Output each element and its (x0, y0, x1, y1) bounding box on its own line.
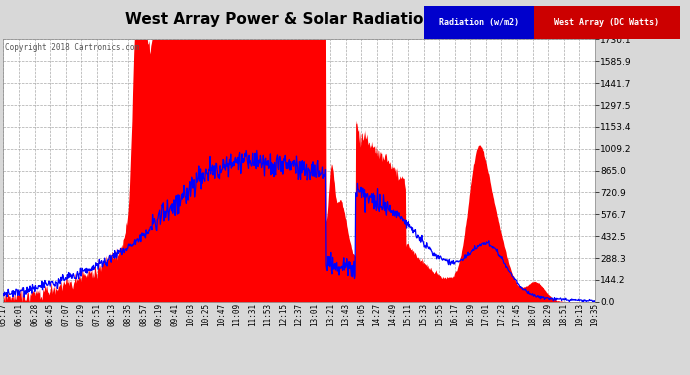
Text: 18:29: 18:29 (544, 303, 553, 327)
Text: West Array (DC Watts): West Array (DC Watts) (554, 18, 660, 27)
Text: 19:35: 19:35 (590, 303, 600, 327)
Text: 10:25: 10:25 (201, 303, 210, 327)
Text: 10:03: 10:03 (186, 303, 195, 327)
Text: 08:13: 08:13 (108, 303, 117, 327)
Text: 17:23: 17:23 (497, 303, 506, 327)
Text: 09:41: 09:41 (170, 303, 179, 327)
Text: West Array Power & Solar Radiation Fri Jun 8 20:07: West Array Power & Solar Radiation Fri J… (126, 12, 564, 27)
Text: 08:57: 08:57 (139, 303, 148, 327)
Text: 12:15: 12:15 (279, 303, 288, 327)
Text: 14:27: 14:27 (373, 303, 382, 327)
Text: 16:17: 16:17 (451, 303, 460, 327)
Text: 17:45: 17:45 (513, 303, 522, 327)
Text: 18:51: 18:51 (559, 303, 568, 327)
Bar (534, 6, 680, 39)
Text: 18:07: 18:07 (528, 303, 537, 327)
Text: 12:37: 12:37 (295, 303, 304, 327)
Text: 07:51: 07:51 (92, 303, 101, 327)
Text: 06:28: 06:28 (30, 303, 39, 327)
Text: 13:43: 13:43 (342, 303, 351, 327)
Text: 17:01: 17:01 (482, 303, 491, 327)
Text: Radiation (w/m2): Radiation (w/m2) (440, 18, 520, 27)
Text: Copyright 2018 Cartronics.com: Copyright 2018 Cartronics.com (5, 44, 139, 52)
Text: 14:49: 14:49 (388, 303, 397, 327)
Text: 14:05: 14:05 (357, 303, 366, 327)
Text: 15:33: 15:33 (419, 303, 428, 327)
Text: 07:29: 07:29 (77, 303, 86, 327)
Text: 15:55: 15:55 (435, 303, 444, 327)
Text: 10:47: 10:47 (217, 303, 226, 327)
Text: 19:13: 19:13 (575, 303, 584, 327)
Text: 13:01: 13:01 (310, 303, 319, 327)
Text: 08:35: 08:35 (124, 303, 132, 327)
Text: 07:07: 07:07 (61, 303, 70, 327)
Text: 11:53: 11:53 (264, 303, 273, 327)
Text: 09:19: 09:19 (155, 303, 164, 327)
Text: 13:21: 13:21 (326, 303, 335, 327)
Text: 06:45: 06:45 (46, 303, 55, 327)
Text: 06:01: 06:01 (14, 303, 23, 327)
Text: 15:11: 15:11 (404, 303, 413, 327)
Text: 05:17: 05:17 (0, 303, 8, 327)
Bar (424, 6, 534, 39)
Text: 11:09: 11:09 (233, 303, 241, 327)
Text: 11:31: 11:31 (248, 303, 257, 327)
Text: 16:39: 16:39 (466, 303, 475, 327)
